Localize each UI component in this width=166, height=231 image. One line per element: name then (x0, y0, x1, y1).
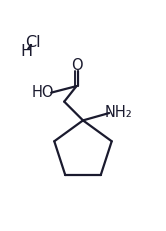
Text: NH₂: NH₂ (105, 105, 132, 120)
Text: H: H (21, 43, 33, 58)
Text: Cl: Cl (25, 35, 41, 50)
Text: HO: HO (32, 85, 55, 100)
Text: O: O (72, 58, 83, 73)
